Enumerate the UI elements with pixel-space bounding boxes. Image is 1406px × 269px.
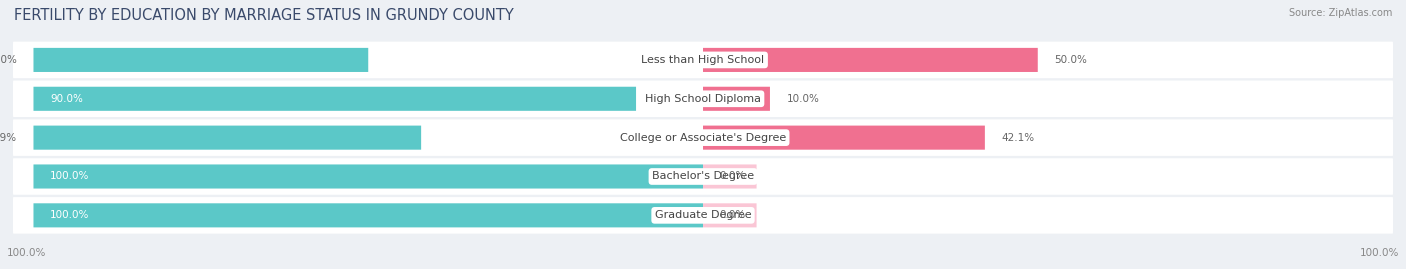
Text: 50.0%: 50.0% xyxy=(0,55,17,65)
Text: 100.0%: 100.0% xyxy=(7,248,46,258)
Text: 100.0%: 100.0% xyxy=(51,172,90,182)
Text: Less than High School: Less than High School xyxy=(641,55,765,65)
FancyBboxPatch shape xyxy=(13,42,1393,78)
Text: 90.0%: 90.0% xyxy=(51,94,83,104)
FancyBboxPatch shape xyxy=(13,80,1393,117)
FancyBboxPatch shape xyxy=(703,126,984,150)
Text: 0.0%: 0.0% xyxy=(720,172,747,182)
FancyBboxPatch shape xyxy=(703,48,1038,72)
FancyBboxPatch shape xyxy=(13,158,1393,195)
Text: 42.1%: 42.1% xyxy=(1001,133,1035,143)
FancyBboxPatch shape xyxy=(13,119,1393,156)
Text: FERTILITY BY EDUCATION BY MARRIAGE STATUS IN GRUNDY COUNTY: FERTILITY BY EDUCATION BY MARRIAGE STATU… xyxy=(14,8,513,23)
FancyBboxPatch shape xyxy=(34,164,703,189)
FancyBboxPatch shape xyxy=(34,126,422,150)
Text: 57.9%: 57.9% xyxy=(0,133,17,143)
Text: Bachelor's Degree: Bachelor's Degree xyxy=(652,172,754,182)
FancyBboxPatch shape xyxy=(34,203,703,227)
Text: Source: ZipAtlas.com: Source: ZipAtlas.com xyxy=(1288,8,1392,18)
FancyBboxPatch shape xyxy=(703,164,756,189)
Text: College or Associate's Degree: College or Associate's Degree xyxy=(620,133,786,143)
Text: 10.0%: 10.0% xyxy=(787,94,820,104)
FancyBboxPatch shape xyxy=(703,87,770,111)
FancyBboxPatch shape xyxy=(13,197,1393,233)
Text: 100.0%: 100.0% xyxy=(1360,248,1399,258)
Text: High School Diploma: High School Diploma xyxy=(645,94,761,104)
FancyBboxPatch shape xyxy=(34,87,636,111)
Text: 100.0%: 100.0% xyxy=(51,210,90,220)
FancyBboxPatch shape xyxy=(34,48,368,72)
FancyBboxPatch shape xyxy=(703,203,756,227)
Text: Graduate Degree: Graduate Degree xyxy=(655,210,751,220)
Text: 0.0%: 0.0% xyxy=(720,210,747,220)
Text: 50.0%: 50.0% xyxy=(1054,55,1087,65)
